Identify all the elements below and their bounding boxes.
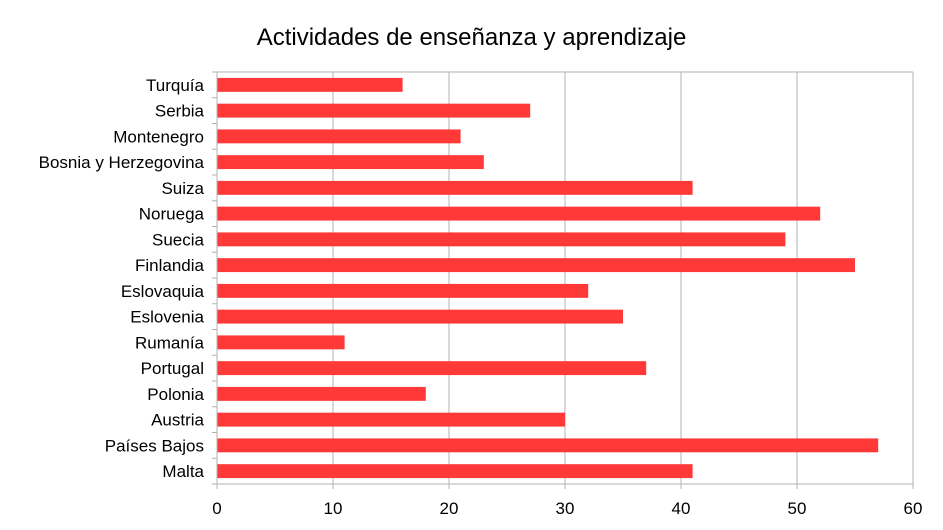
x-tick-label: 30	[556, 499, 575, 518]
bar	[217, 361, 647, 376]
bar	[217, 283, 589, 298]
bar	[217, 129, 461, 144]
category-label: Eslovaquia	[121, 282, 205, 301]
bar	[217, 309, 623, 324]
chart-title: Actividades de enseñanza y aprendizaje	[256, 24, 687, 51]
category-label: Malta	[162, 462, 204, 481]
bars	[217, 77, 879, 479]
bar	[217, 232, 786, 247]
x-tick-label: 40	[672, 499, 691, 518]
bar	[217, 206, 821, 221]
category-label: Serbia	[155, 102, 205, 121]
category-label: Montenegro	[113, 127, 204, 146]
category-label: Suecia	[152, 230, 205, 249]
x-tick-label: 50	[788, 499, 807, 518]
bar	[217, 258, 855, 273]
category-label: Polonia	[147, 385, 204, 404]
category-label: Eslovenia	[130, 308, 204, 327]
category-label: Finlandia	[135, 256, 205, 275]
bar	[217, 412, 565, 427]
category-label: Turquía	[146, 76, 205, 95]
category-label: Portugal	[141, 359, 204, 378]
bar	[217, 438, 879, 453]
category-label: Rumanía	[135, 333, 205, 352]
category-labels: Turquía Serbia Montenegro Bosnia y Herzegov…	[39, 76, 205, 481]
category-label: Bosnia y Herzegovina	[39, 153, 205, 172]
bar	[217, 335, 345, 350]
category-label: Países Bajos	[105, 436, 204, 455]
bar	[217, 77, 403, 92]
bar	[217, 464, 693, 479]
bar	[217, 103, 531, 118]
axes	[212, 71, 914, 489]
x-tick-label: 0	[212, 499, 221, 518]
category-label: Noruega	[139, 205, 205, 224]
category-label: Austria	[151, 411, 204, 430]
bar	[217, 180, 693, 195]
x-tick-label: 20	[440, 499, 459, 518]
bar	[217, 386, 426, 401]
bar	[217, 155, 484, 170]
x-tick-label: 60	[904, 499, 923, 518]
x-tick-label: 10	[324, 499, 343, 518]
category-label: Suiza	[161, 179, 204, 198]
x-tick-labels: 0 10 20 30 40 50 60	[212, 499, 922, 518]
